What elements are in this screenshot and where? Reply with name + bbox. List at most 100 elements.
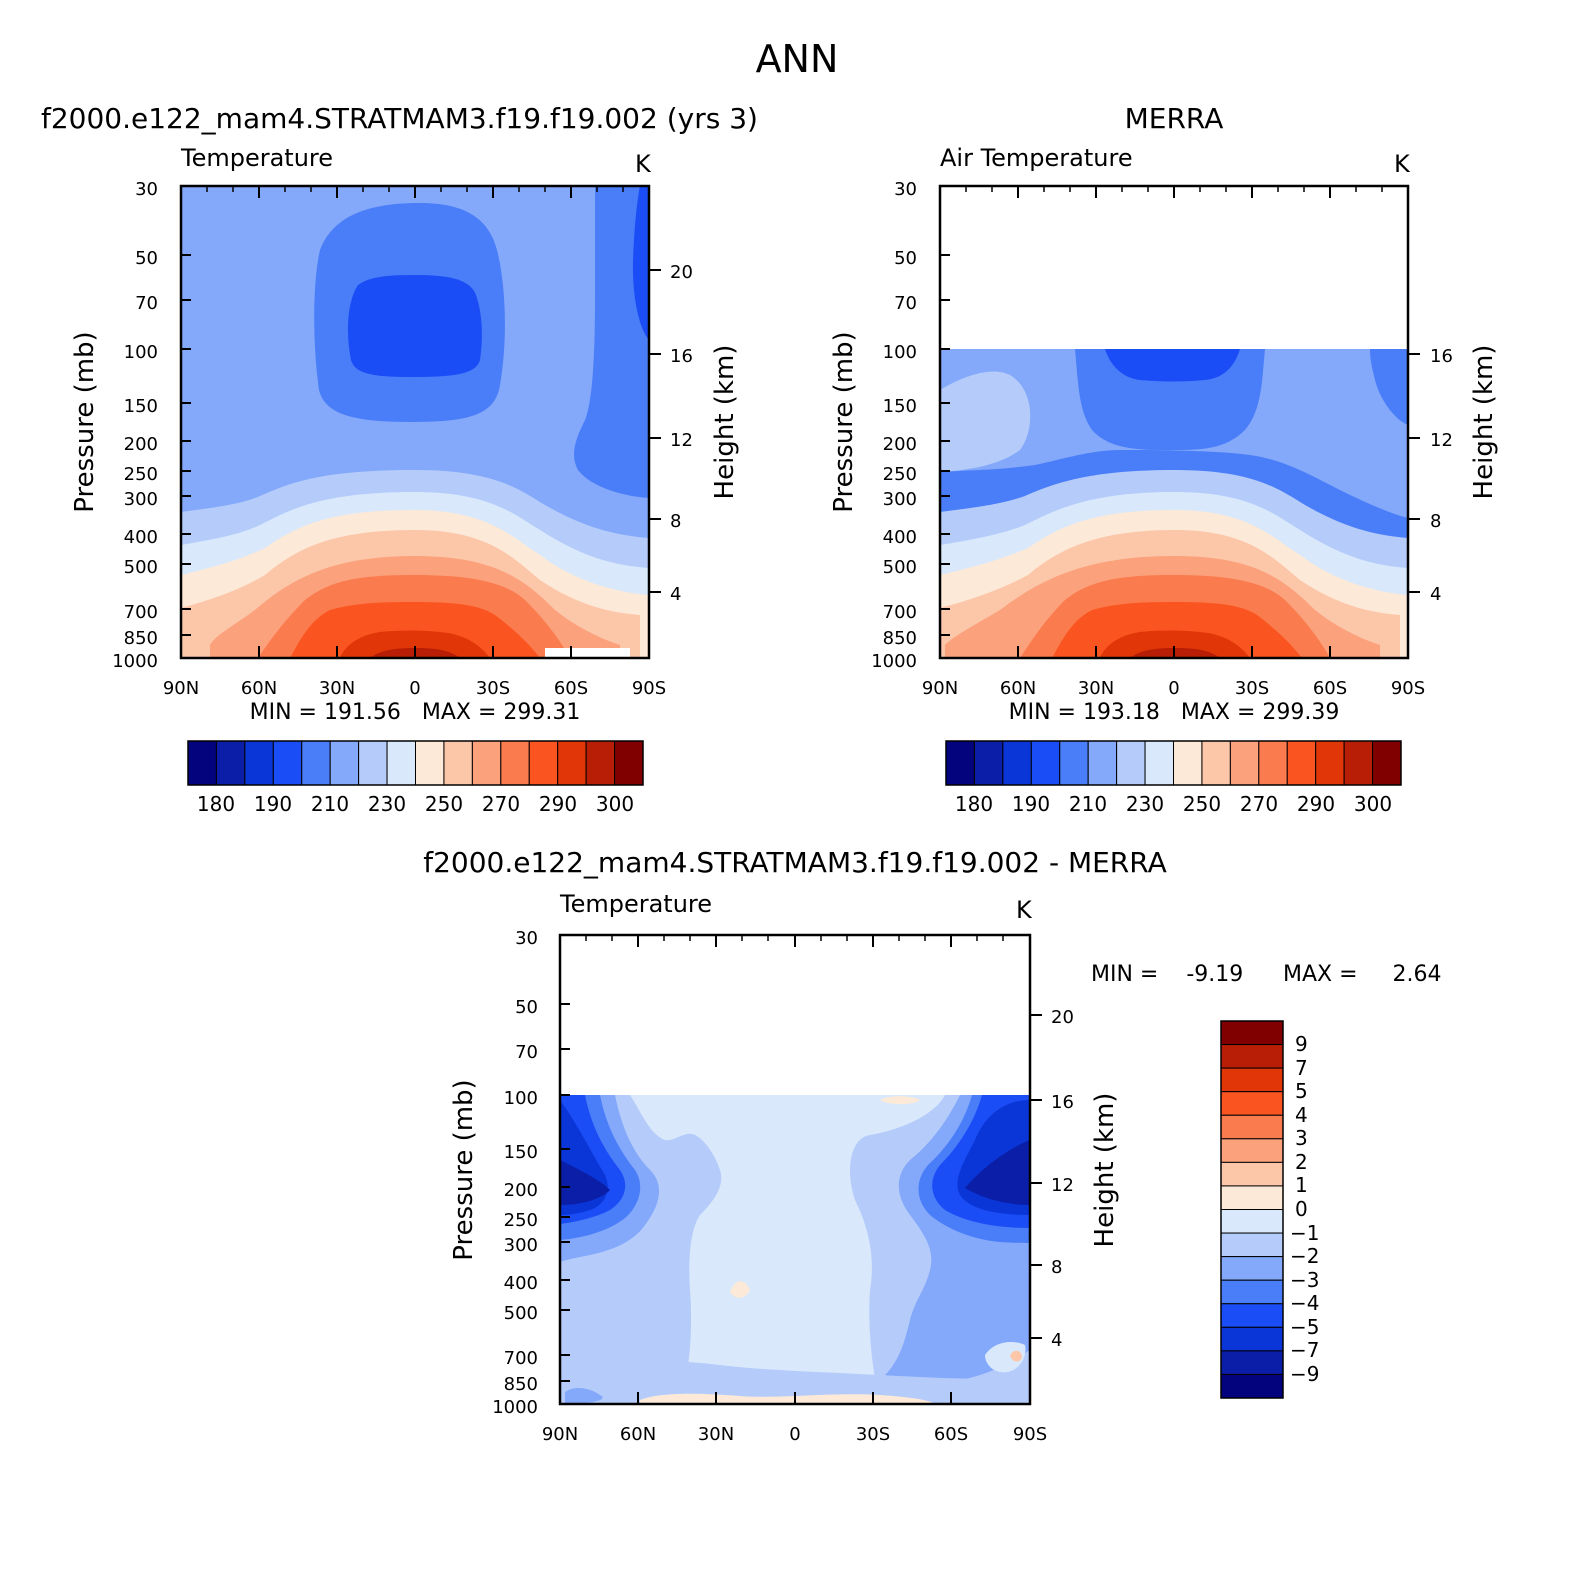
colorbar-swatch (415, 740, 445, 786)
x-tick-label: 0 (789, 1424, 800, 1445)
colorbar-frame (1220, 1020, 1284, 1399)
colorbar-swatch (1201, 740, 1231, 786)
colorbar-swatch (1220, 1044, 1284, 1069)
contour-band (632, 186, 649, 340)
colorbar-label: 190 (254, 792, 292, 816)
panel-diff-stats-max: MAX = 2.64 (1283, 962, 1441, 987)
colorbar-swatch (945, 740, 975, 786)
y-tick-label: 100 (124, 342, 158, 363)
x-minor-tick-marks (585, 935, 1004, 941)
colorbar-swatch (1258, 740, 1288, 786)
colorbar-label: 180 (955, 792, 993, 816)
colorbar-label: 250 (425, 792, 463, 816)
y-tick-label: 200 (504, 1180, 538, 1201)
colorbar-frame (945, 740, 1402, 786)
contour-band (730, 1281, 750, 1298)
colorbar-swatch (1059, 740, 1089, 786)
x-tick-label: 90N (163, 678, 199, 699)
y-right-tick-label: 12 (1051, 1175, 1074, 1196)
y-tick-label: 400 (124, 527, 158, 548)
x-tick-marks (939, 186, 1409, 658)
colorbar-swatch (1220, 1020, 1284, 1046)
panel-obs-units: K (1394, 150, 1411, 178)
colorbar-swatch (1220, 1067, 1284, 1093)
x-tick-label: 60S (1313, 678, 1347, 699)
x-tick-label: 30S (476, 678, 510, 699)
y-right-tick-label: 8 (1051, 1257, 1062, 1278)
x-tick-label: 30N (1078, 678, 1114, 699)
panel-model-ylabel-right: Height (km) (710, 345, 740, 500)
y-tick-label: 850 (883, 628, 917, 649)
colorbar-swatch (443, 740, 473, 786)
panel-obs-ylabel: Pressure (mb) (829, 331, 859, 512)
x-tick-label: 0 (409, 678, 420, 699)
colorbar-swatch (1220, 1303, 1284, 1328)
colorbar-label: 210 (311, 792, 349, 816)
colorbar-swatch (1220, 1350, 1284, 1375)
colorbar-label: 290 (1297, 792, 1335, 816)
y-tick-label: 150 (124, 396, 158, 417)
y-right-tick-marks (1408, 353, 1420, 593)
contour-band (640, 1393, 935, 1404)
y-tick-label: 200 (883, 434, 917, 455)
y-right-tick-label: 16 (670, 346, 693, 367)
panel-model-subtitle: Temperature (180, 144, 333, 172)
panel-model-stats: MIN = 191.56 MAX = 299.31 (250, 700, 581, 725)
colorbar-label: 230 (368, 792, 406, 816)
colorbar-swatch (244, 740, 274, 786)
contour-band (940, 371, 1031, 472)
colorbar-swatch (1002, 740, 1032, 786)
panel-model-y-right-ticks: 20 16 12 8 4 (649, 262, 693, 605)
colorbar-swatch (1220, 1138, 1284, 1163)
colorbar-swatch (1220, 1256, 1284, 1281)
y-tick-label: 50 (135, 248, 158, 269)
panel-model-colorbar: 180 190 210 230 250 270 290 300 (187, 740, 644, 816)
colorbar-label: 180 (197, 792, 235, 816)
colorbar-label: 190 (1012, 792, 1050, 816)
panel-diff-ylabel: Pressure (mb) (449, 1079, 479, 1260)
y-right-tick-label: 4 (1430, 584, 1441, 605)
panel-diff-y-ticks: 30 50 70 100 150 200 250 300 400 500 700… (492, 928, 570, 1418)
colorbar-swatch (358, 740, 388, 786)
y-tick-label: 700 (504, 1348, 538, 1369)
x-minor-tick-marks (206, 186, 624, 192)
y-tick-label: 300 (124, 489, 158, 510)
panel-diff-ylabel-right: Height (km) (1090, 1093, 1120, 1248)
panel-diff-title: f2000.e122_mam4.STRATMAM3.f19.f19.002 - … (423, 846, 1166, 879)
colorbar-swatch (1220, 1209, 1284, 1234)
contour-band (985, 1342, 1026, 1373)
colorbar-swatch (1220, 1279, 1284, 1305)
y-right-tick-marks (649, 269, 661, 593)
panel-obs-field (940, 349, 1408, 658)
x-tick-label: 60N (620, 1424, 656, 1445)
panel-obs-y-right-ticks: 16 12 8 4 (1408, 346, 1453, 605)
panel-model-y-ticks: 30 50 70 100 150 200 250 300 400 500 700… (112, 179, 191, 672)
colorbar-label: 3 (1295, 1126, 1308, 1150)
y-tick-label: 500 (883, 557, 917, 578)
colorbar-label: −2 (1290, 1244, 1319, 1268)
y-tick-label: 50 (515, 997, 538, 1018)
panel-obs-subtitle: Air Temperature (940, 144, 1133, 172)
contour-band (1370, 349, 1408, 425)
colorbar-swatch (1220, 1091, 1284, 1116)
y-tick-label: 30 (894, 179, 917, 200)
colorbar-label: −5 (1290, 1315, 1319, 1339)
y-tick-label: 50 (894, 248, 917, 269)
colorbar-label: 1 (1295, 1173, 1308, 1197)
y-right-tick-label: 20 (670, 262, 693, 283)
y-tick-label: 850 (504, 1374, 538, 1395)
colorbar-label: −9 (1290, 1362, 1319, 1386)
colorbar-swatch (1087, 740, 1118, 786)
x-tick-label: 60N (1000, 678, 1036, 699)
x-tick-label: 30S (1235, 678, 1269, 699)
y-tick-label: 400 (883, 527, 917, 548)
panel-obs: MERRA Air Temperature K 30 50 70 1 (829, 102, 1499, 816)
contour-band (565, 1388, 603, 1404)
colorbar-swatch (1372, 740, 1402, 786)
y-right-tick-label: 4 (1051, 1330, 1062, 1351)
panel-model-field (181, 186, 649, 658)
y-tick-label: 500 (124, 557, 158, 578)
colorbar-swatch (585, 740, 616, 786)
contour-band (340, 630, 490, 658)
